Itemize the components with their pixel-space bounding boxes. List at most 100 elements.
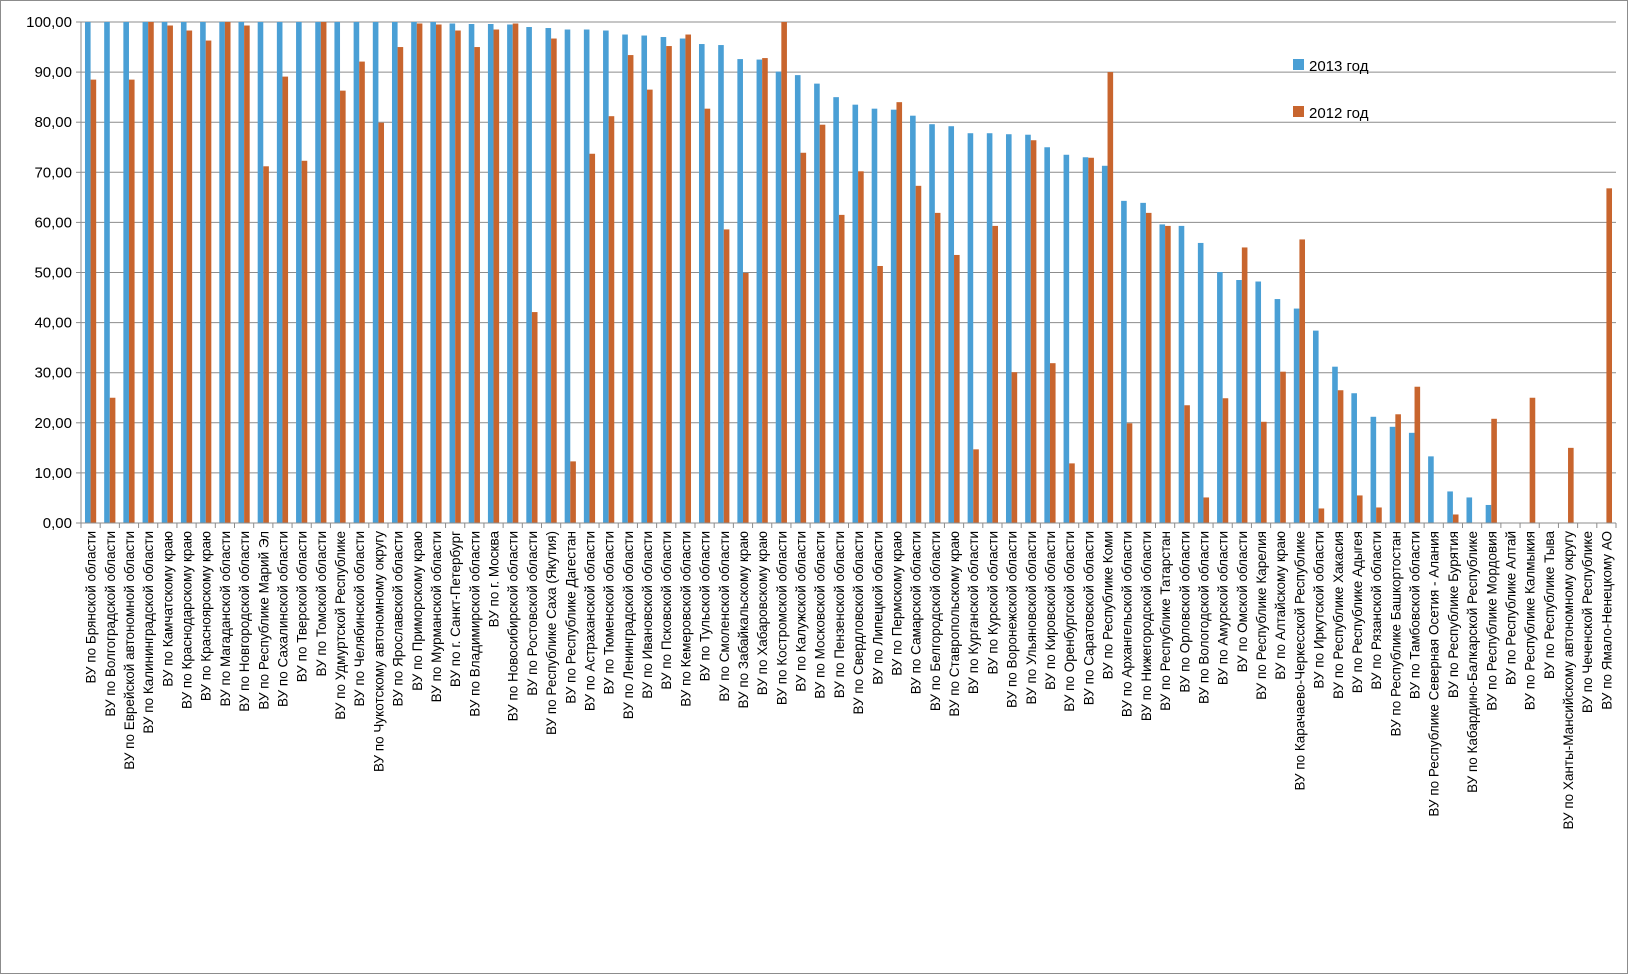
bar-2013: [334, 22, 341, 523]
x-tick-label: ВУ по Республике Алтай: [1503, 531, 1518, 685]
bar-2013: [986, 133, 993, 523]
x-tick-label: ВУ по Липецкой области: [870, 531, 885, 685]
bar-2013: [104, 22, 110, 523]
x-tick-label: ВУ по Республике Хакасия: [1331, 531, 1346, 699]
x-tick-label: ВУ по Ярославской области: [391, 531, 406, 706]
bar-2013: [84, 22, 91, 523]
bar-2012: [1414, 386, 1421, 523]
x-tick-label: ВУ по Мурманской области: [429, 531, 444, 702]
bar-2012: [224, 22, 231, 523]
x-tick-label: ВУ по Камчатскому краю: [160, 531, 175, 687]
bar-2012: [1261, 421, 1267, 523]
bar-2013: [411, 22, 417, 523]
bar-2012: [627, 55, 634, 523]
bar-2013: [449, 23, 456, 523]
bar-2012: [301, 160, 308, 523]
x-tick-label: ВУ по Орловской области: [1177, 531, 1192, 693]
bar-2012: [435, 24, 442, 523]
bar-2013: [507, 24, 513, 523]
bar-2012: [762, 58, 768, 523]
bar-2012: [1069, 463, 1075, 523]
x-tick-label: ВУ по Омской области: [1235, 531, 1250, 672]
x-tick-label: ВУ по Республике Адыгея: [1350, 531, 1365, 693]
bar-2013: [1044, 147, 1050, 523]
bar-2012: [570, 461, 576, 523]
x-tick-label: ВУ по Тюменской области: [602, 531, 617, 694]
bar-2012: [1088, 157, 1094, 523]
bar-2013: [526, 27, 532, 523]
x-tick-label: ВУ по Смоленской области: [717, 531, 732, 702]
bar-2012: [1107, 72, 1114, 523]
bar-2012: [1049, 363, 1056, 523]
bar-2012: [1395, 414, 1401, 523]
x-tick-label: ВУ по Новосибирской области: [506, 531, 521, 721]
x-tick-label: ВУ по Псковской области: [659, 531, 674, 690]
y-tick-labels: 0,00 10,00 20,00 30,00 40,00 50,00 60,00 70,00 8…: [26, 14, 81, 532]
x-tick-label: ВУ по Волгоградской области: [103, 531, 118, 717]
bar-2012: [416, 23, 423, 523]
bar-2012: [320, 22, 327, 523]
x-tick-label: ВУ по Тамбовской области: [1408, 531, 1423, 699]
bar-2013: [1389, 426, 1396, 523]
x-tick-label: ВУ по Республике Бурятия: [1446, 531, 1461, 698]
bar-2013: [967, 133, 974, 523]
bar-2013: [1293, 308, 1300, 523]
x-tick-label: ВУ по Вологодской области: [1196, 531, 1211, 704]
bar-2012: [493, 29, 500, 523]
legend-swatch-2012: [1293, 106, 1304, 117]
bar-2012: [1376, 507, 1382, 523]
x-tick-label: ВУ по Брянской области: [84, 531, 99, 684]
bar-2013: [142, 22, 149, 523]
bar-2012: [1165, 225, 1171, 523]
x-tick-label: ВУ по Свердловской области: [851, 531, 866, 714]
bar-2013: [200, 22, 206, 523]
bar-2013: [1447, 491, 1453, 523]
legend-swatch-2013: [1293, 59, 1304, 70]
bar-2012: [109, 397, 116, 523]
x-tick-label: ВУ по Астраханской области: [582, 531, 597, 711]
bar-2012: [90, 79, 97, 524]
bar-2013: [929, 124, 935, 523]
x-tick-label: ВУ по Алтайскому краю: [1273, 531, 1288, 680]
x-tick-label: ВУ по Республике Татарстан: [1158, 531, 1173, 711]
bar-2012: [1241, 247, 1248, 523]
bar-2013: [1255, 281, 1262, 523]
bar-2013: [1408, 432, 1415, 523]
bar-2012: [742, 273, 749, 523]
x-tick-label: ВУ по Тверской области: [295, 531, 310, 682]
x-tick-label: ВУ по Сахалинской области: [275, 531, 290, 707]
y-tick-label: 60,00: [34, 214, 72, 231]
bar-2012: [282, 76, 289, 524]
bar-2012: [723, 229, 730, 523]
bar-2012: [934, 212, 941, 523]
x-tick-label: ВУ по Калужской области: [794, 531, 809, 692]
x-tick-label: ВУ по Республике Коми: [1101, 531, 1116, 679]
bar-2012: [781, 22, 787, 523]
x-tick-label: ВУ по Республике Дагестан: [563, 531, 578, 704]
bar-2012: [647, 89, 653, 523]
bar-2013: [468, 24, 475, 523]
y-tick-label: 80,00: [34, 114, 72, 131]
bar-2013: [238, 22, 245, 523]
bar-2012: [263, 166, 269, 524]
bar-2013: [718, 45, 724, 524]
bar-2013: [296, 22, 302, 523]
bar-2012: [205, 40, 212, 523]
bar-2012: [896, 102, 903, 523]
bar-2012: [915, 185, 922, 523]
x-tick-label: ВУ по Ростовской области: [525, 531, 540, 696]
x-tick-label: ВУ по Хабаровскому краю: [755, 531, 770, 695]
bar-2013: [1178, 225, 1185, 523]
bar-2013: [737, 59, 743, 523]
bar-2013: [1428, 456, 1434, 523]
bar-2013: [910, 115, 916, 523]
bar-2012: [1030, 140, 1037, 524]
bar-2013: [833, 97, 839, 524]
bar-2012: [1203, 497, 1210, 523]
x-tick-label: ВУ по Рязанской области: [1369, 531, 1384, 690]
bar-2012: [1126, 423, 1133, 523]
bar-2013: [1101, 165, 1108, 524]
x-tick-label: ВУ по Саратовской области: [1081, 531, 1096, 705]
x-tick-label: ВУ по Республике Калмыкия: [1523, 531, 1538, 710]
y-tick-label: 30,00: [34, 365, 72, 382]
